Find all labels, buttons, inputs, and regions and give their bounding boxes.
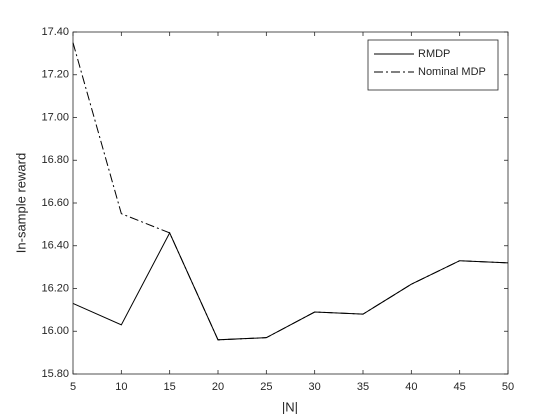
x-tick-label: 40: [405, 381, 417, 393]
x-tick-label: 45: [454, 381, 466, 393]
legend-label: RMDP: [418, 48, 450, 60]
x-axis-label: |N|: [282, 399, 298, 414]
y-tick-label: 16.60: [41, 197, 69, 209]
x-tick-label: 25: [260, 381, 272, 393]
y-tick-label: 16.20: [41, 282, 69, 294]
legend-label: Nominal MDP: [418, 66, 486, 78]
series-line: [72, 42, 509, 341]
x-tick-label: 15: [164, 381, 176, 393]
y-axis-label: In-sample reward: [13, 153, 28, 253]
x-tick-label: 10: [115, 381, 127, 393]
x-tick-label: 30: [309, 381, 321, 393]
legend-box: [367, 39, 499, 91]
y-tick-label: 15.80: [41, 368, 69, 380]
x-tick-label: 50: [502, 381, 514, 393]
y-tick-label: 17.20: [41, 69, 69, 81]
y-tick-label: 16.80: [41, 154, 69, 166]
x-tick-label: 35: [357, 381, 369, 393]
y-tick-label: 16.00: [41, 325, 69, 337]
y-tick-label: 17.40: [41, 26, 69, 38]
y-tick-label: 17.00: [41, 111, 69, 123]
y-tick-label: 16.40: [41, 240, 69, 252]
x-tick-label: 20: [212, 381, 224, 393]
series-line: [72, 231, 509, 341]
x-tick-label: 5: [70, 381, 76, 393]
